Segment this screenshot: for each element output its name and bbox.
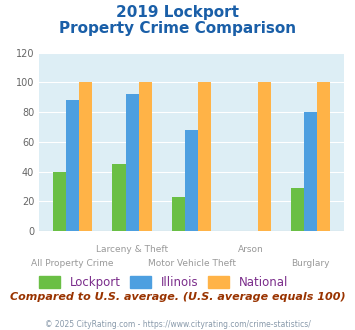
Text: All Property Crime: All Property Crime xyxy=(31,259,114,268)
Bar xyxy=(53,172,66,231)
Text: Arson: Arson xyxy=(239,245,264,254)
Text: Larceny & Theft: Larceny & Theft xyxy=(96,245,168,254)
Bar xyxy=(66,100,79,231)
Bar xyxy=(185,130,198,231)
Legend: Lockport, Illinois, National: Lockport, Illinois, National xyxy=(39,276,288,289)
Text: Motor Vehicle Theft: Motor Vehicle Theft xyxy=(148,259,236,268)
Text: © 2025 CityRating.com - https://www.cityrating.com/crime-statistics/: © 2025 CityRating.com - https://www.city… xyxy=(45,320,310,329)
Bar xyxy=(113,164,126,231)
Text: Compared to U.S. average. (U.S. average equals 100): Compared to U.S. average. (U.S. average … xyxy=(10,292,345,302)
Bar xyxy=(317,82,331,231)
Bar xyxy=(258,82,271,231)
Bar xyxy=(79,82,92,231)
Text: Property Crime Comparison: Property Crime Comparison xyxy=(59,21,296,36)
Bar xyxy=(139,82,152,231)
Bar xyxy=(304,112,317,231)
Bar xyxy=(198,82,211,231)
Text: Burglary: Burglary xyxy=(291,259,330,268)
Text: 2019 Lockport: 2019 Lockport xyxy=(116,5,239,20)
Bar xyxy=(126,94,139,231)
Bar xyxy=(291,188,304,231)
Bar xyxy=(172,197,185,231)
